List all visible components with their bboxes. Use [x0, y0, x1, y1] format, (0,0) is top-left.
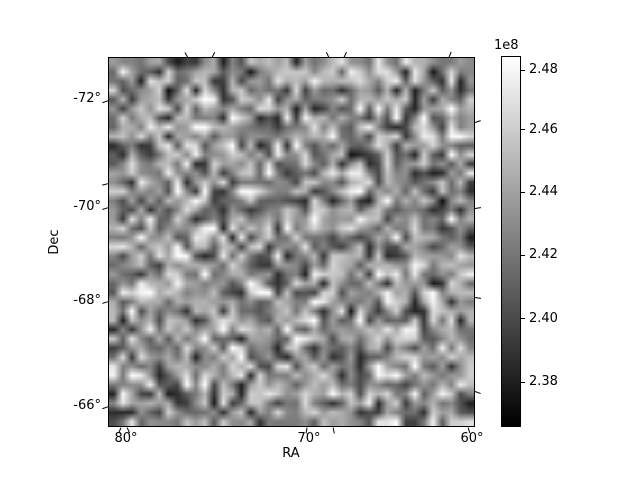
x-tick-label: 80°	[114, 431, 138, 446]
axis-tick-mark	[474, 297, 482, 300]
colorbar-gradient	[501, 56, 521, 427]
axis-tick-mark	[474, 391, 481, 395]
colorbar-tick-mark	[521, 69, 525, 71]
x-tick-label: 60°	[460, 431, 484, 446]
y-tick-label: -70°	[73, 199, 101, 214]
colorbar-tick-mark	[521, 129, 525, 131]
y-tick-label: -72°	[73, 91, 101, 106]
colorbar-tick-mark	[521, 254, 525, 256]
colorbar-tick-mark	[521, 191, 525, 193]
x-axis-label: RA	[282, 446, 300, 461]
y-tick-label: -66°	[73, 398, 101, 413]
plot-area	[108, 57, 475, 427]
colorbar-offset-label: 1e8	[494, 38, 519, 53]
colorbar-tick-mark	[521, 381, 525, 383]
colorbar-tick-label: 2.42	[529, 247, 558, 262]
colorbar-tick-mark	[521, 318, 525, 320]
axis-tick-mark	[332, 427, 335, 434]
axis-tick-mark	[474, 120, 481, 124]
colorbar-tick-label: 2.44	[529, 184, 558, 199]
colorbar-tick-label: 2.38	[529, 374, 558, 389]
axis-tick-mark	[474, 207, 482, 210]
y-tick-label: -68°	[73, 293, 101, 308]
y-axis-label: Dec	[47, 229, 62, 255]
colorbar-tick-label: 2.48	[529, 62, 558, 77]
x-tick-label: 70°	[297, 431, 321, 446]
heatmap-image	[109, 58, 474, 426]
colorbar-tick-label: 2.46	[529, 121, 558, 137]
colorbar-tick-label: 2.40	[529, 310, 558, 326]
